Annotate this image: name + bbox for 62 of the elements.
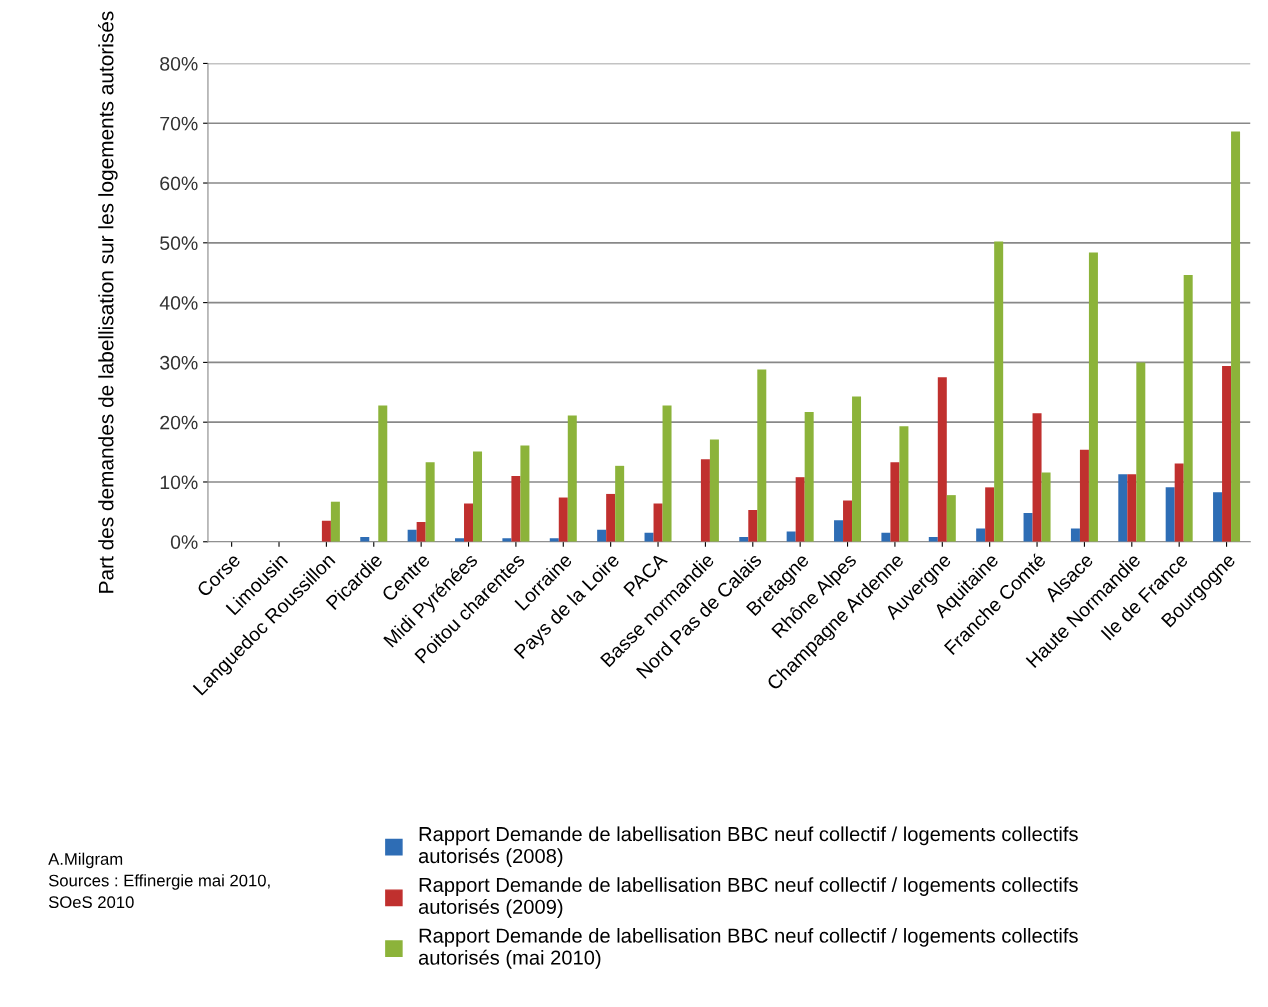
y-tick-label: 50%: [160, 236, 198, 251]
y-tick-label: 30%: [160, 355, 198, 370]
bar: [1222, 365, 1232, 542]
bar: [994, 241, 1004, 542]
bar: [425, 462, 435, 542]
bar: [567, 415, 577, 542]
bar: [1165, 487, 1175, 542]
bar: [473, 451, 483, 542]
bar: [1041, 472, 1051, 542]
bar: [520, 445, 530, 542]
bar: [1079, 449, 1089, 542]
bar: [407, 529, 417, 542]
bar: [1032, 413, 1042, 542]
bar: [700, 459, 710, 542]
bar: [890, 462, 900, 542]
bar: [1183, 275, 1193, 542]
legend-label: Rapport Demande de labellisation BBC neuf collectif / logements collectifs autorisés (mai 2010): [418, 928, 1078, 969]
bar: [757, 369, 767, 542]
bar: [1127, 474, 1137, 542]
bar: [834, 520, 844, 542]
y-tick-label: 10%: [160, 475, 198, 490]
bar: [1023, 513, 1033, 542]
bar: [843, 500, 853, 542]
bar: [597, 529, 607, 542]
y-tick-label: 60%: [160, 176, 198, 191]
bar: [1174, 463, 1184, 542]
bar: [804, 412, 814, 542]
y-tick-label: 40%: [159, 296, 198, 310]
bar: [937, 377, 947, 542]
text: A.Milgram Sources : Effinergie mai 2010, SOeS 2010: [48, 852, 270, 909]
bar: [615, 465, 625, 542]
legend-label: Rapport Demande de labellisation BBC neuf collectif / logements collectifs autorisés (2008): [418, 826, 1078, 868]
legend-label: Rapport Demande de labellisation BBC neuf collectif / logements collectifs autorisés (2009): [418, 877, 1078, 918]
y-tick-label: 0%: [170, 535, 198, 549]
y-tick-label: 20%: [160, 415, 198, 430]
bar: [662, 405, 672, 542]
bar: [558, 497, 568, 542]
bar: [1136, 362, 1146, 542]
bar: [748, 510, 758, 542]
bar: [416, 522, 426, 542]
y-axis-title: Part des demandes de labellisation sur les logements autorisés: [97, 11, 118, 593]
bar: [321, 520, 331, 542]
bar: [464, 503, 474, 542]
bar: [606, 493, 616, 542]
bar: [795, 477, 805, 542]
bar: [1088, 252, 1098, 542]
bar: [976, 528, 986, 542]
bar: [511, 476, 521, 542]
bar: [653, 503, 663, 542]
bar: [946, 495, 956, 542]
bar: [378, 405, 388, 542]
y-tick-label: 80%: [160, 56, 198, 71]
y-tick-label: 70%: [160, 116, 198, 131]
bar: [709, 439, 719, 542]
bar: [852, 396, 862, 542]
bar: [899, 426, 909, 542]
bar: [1070, 528, 1080, 542]
bar: [985, 487, 995, 542]
bar: [1231, 131, 1241, 542]
bar: [330, 501, 340, 542]
bar: [1118, 474, 1128, 542]
bar: [1213, 492, 1223, 542]
